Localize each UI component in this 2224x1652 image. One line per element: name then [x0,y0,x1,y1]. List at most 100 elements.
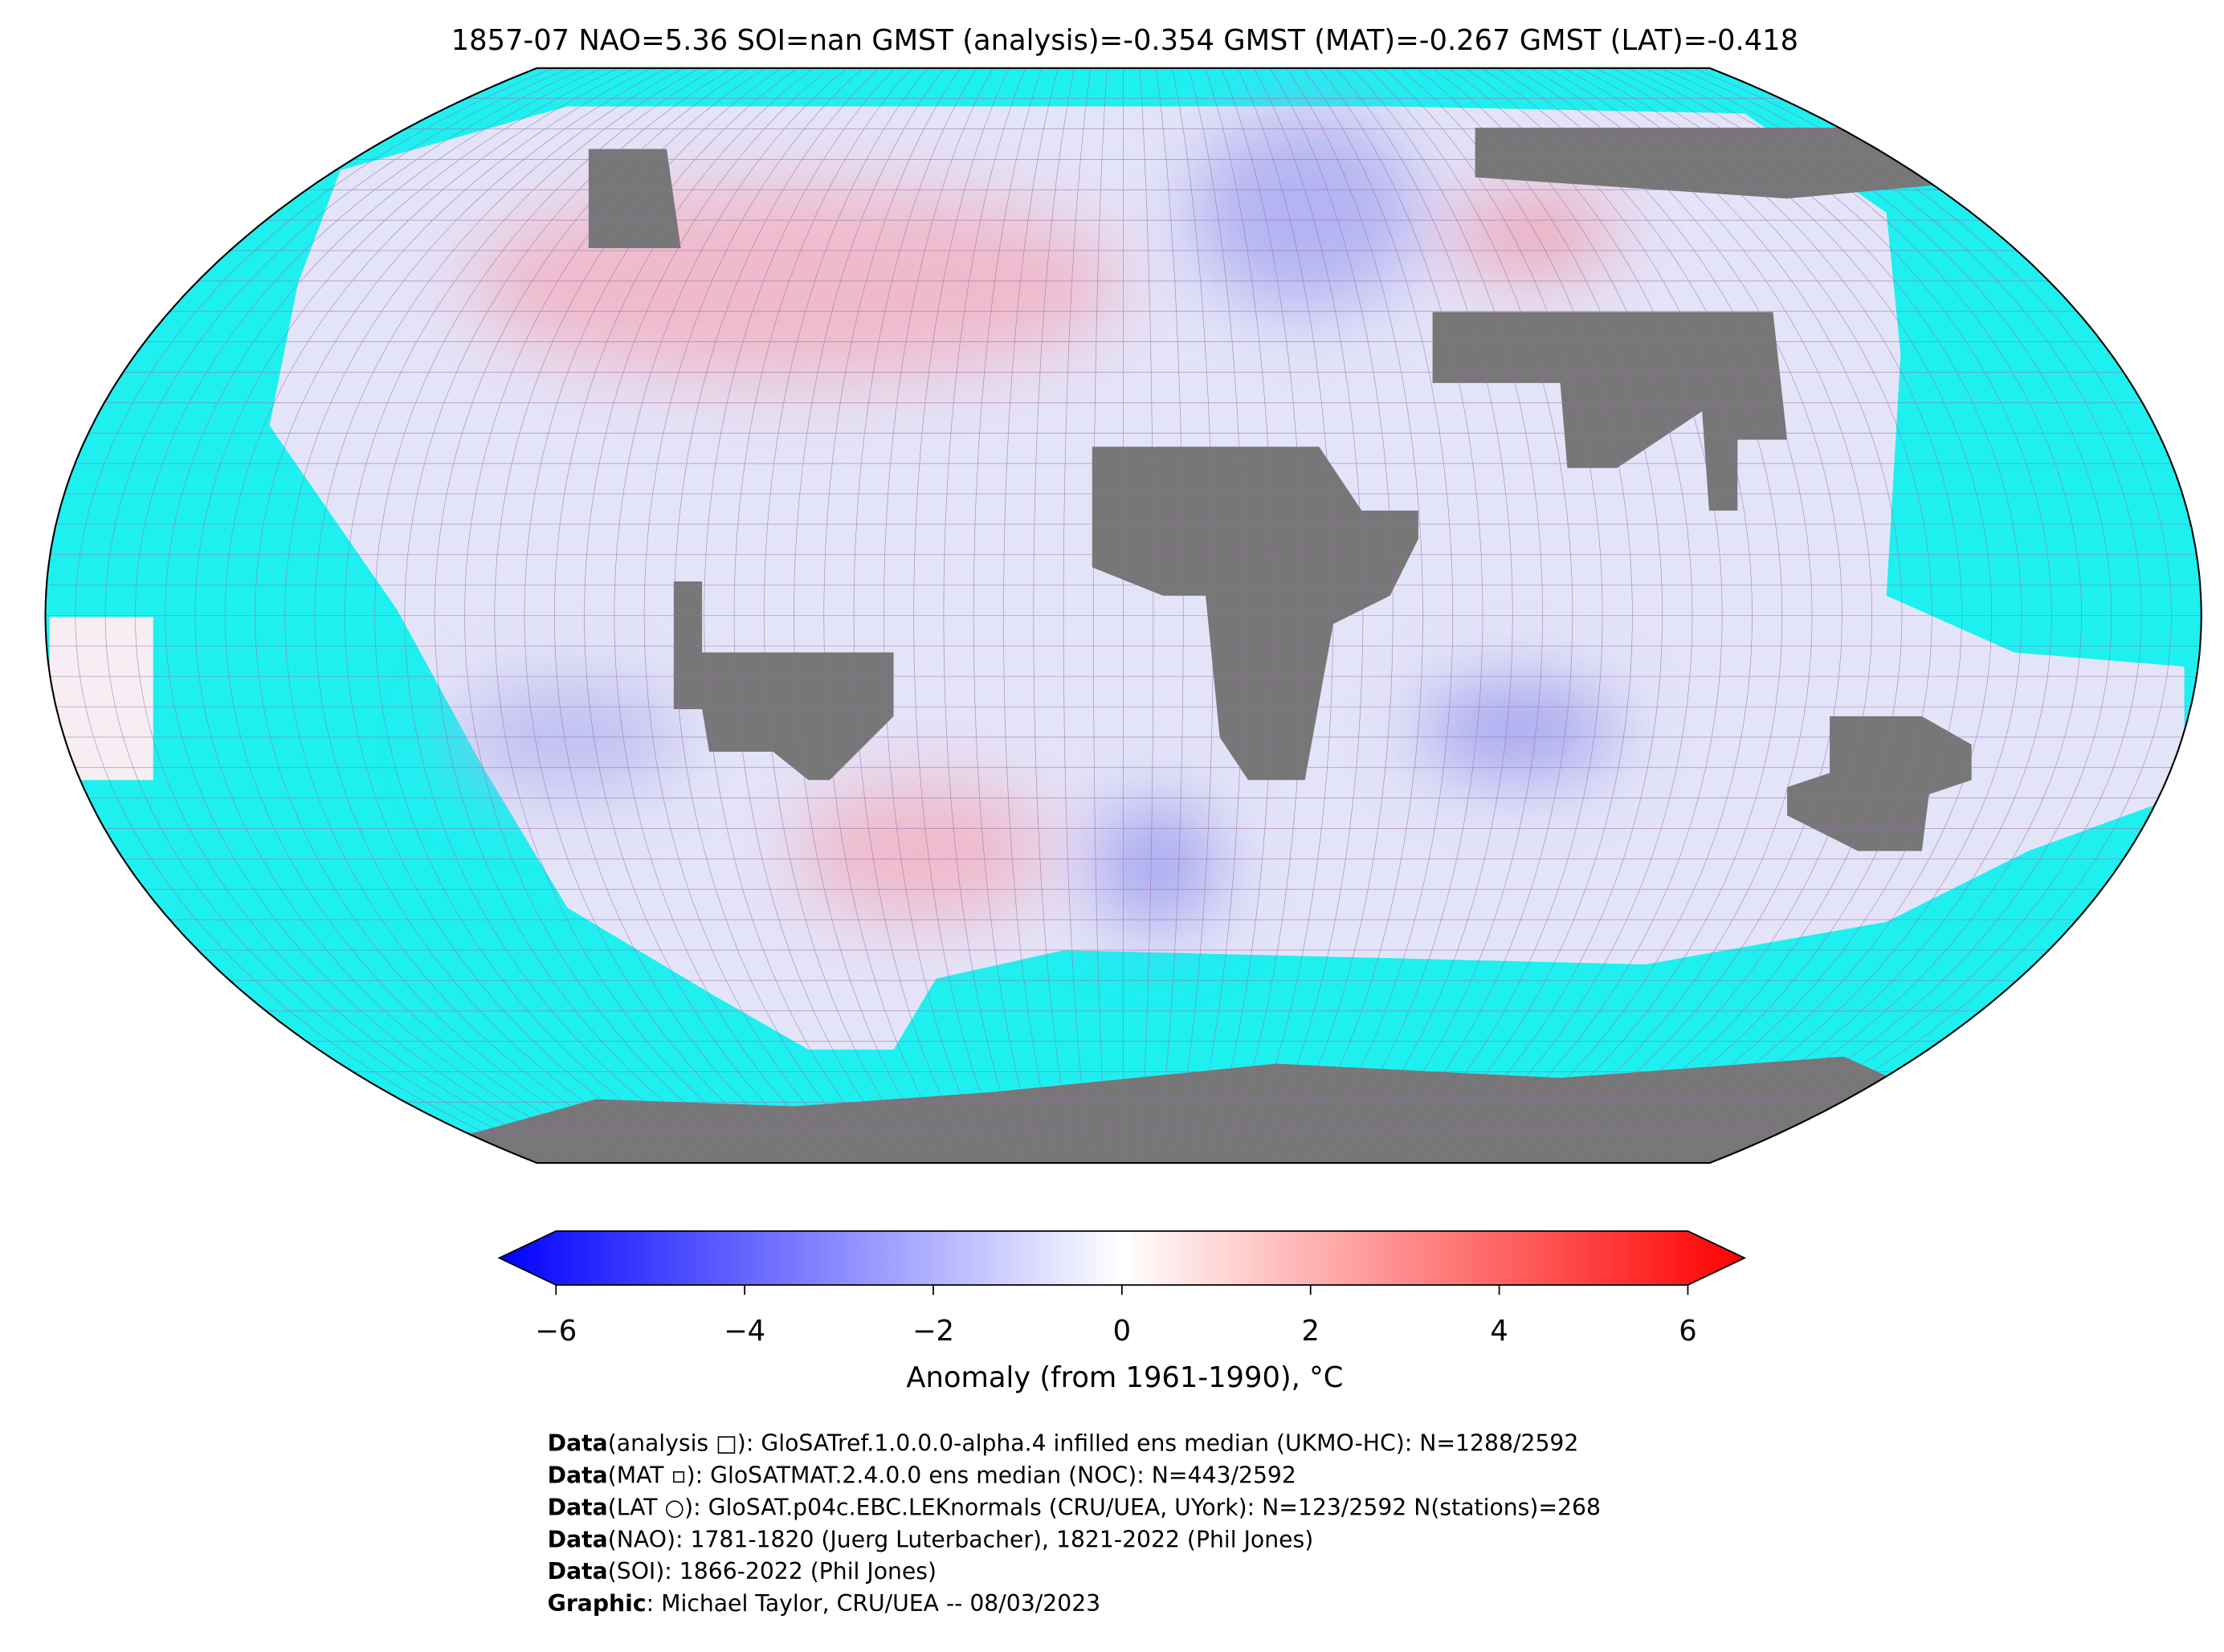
meridian [673,67,879,1158]
colorbar-tick-label: 4 [1490,1315,1508,1348]
meridian [1003,67,1059,1158]
meridian [75,67,554,1158]
credit-label: Data [548,1494,608,1520]
meridian [1367,67,1573,1158]
meridian [1579,67,1962,1158]
meridian [1530,67,1873,1158]
meridian [1611,67,2022,1158]
meridian [524,67,798,1158]
meridian [464,67,765,1158]
meridian [823,67,961,1158]
meridian [1383,67,1603,1158]
credit-text: (NAO): 1781-1820 (Juerg Luterbacher), 18… [608,1526,1313,1552]
map-title: 1857-07 NAO=5.36 SOI=nan GMST (analysis)… [451,24,1798,57]
meridian [494,67,782,1158]
credit-line: Data(LAT ○): GloSAT.p04c.EBC.LEKnormals … [548,1494,1601,1520]
credit-text: : Michael Taylor, CRU/UEA -- 08/03/2023 [647,1590,1101,1617]
meridian [1253,67,1364,1158]
meridian [255,67,651,1158]
meridian [1514,67,1842,1158]
meridian [614,67,847,1158]
meridian [1204,67,1274,1158]
meridian [1335,67,1513,1158]
credit-text: (analysis □): GloSATref.1.0.0.0-alpha.4 … [608,1430,1579,1457]
credit-text: (LAT ○): GloSAT.p04c.EBC.LEKnormals (CRU… [608,1494,1601,1520]
meridian [314,67,684,1158]
meridian [1302,67,1454,1158]
meridian [1416,67,1663,1158]
meridian [1432,67,1693,1158]
colorbar-tick-label: 6 [1679,1315,1696,1348]
credit-text: (MAT ▫): GloSATMAT.2.4.0.0 ens median (N… [608,1462,1296,1488]
meridian [134,67,586,1158]
meridian [344,67,700,1158]
meridian [434,67,749,1158]
meridian [284,67,668,1158]
meridian [1693,67,2172,1158]
meridian [1033,67,1075,1158]
meridian [165,67,602,1158]
meridian [794,67,945,1158]
colorbar-tick-label: −6 [535,1315,577,1348]
credit-line: Data(SOI): 1866-2022 (Phil Jones) [548,1558,937,1585]
map-border [44,67,2202,1165]
meridian [584,67,830,1158]
meridian [763,67,928,1158]
credit-label: Data [548,1430,608,1457]
colorbar-tick-label: 0 [1113,1315,1131,1348]
colorbar-tick-label: 2 [1301,1315,1319,1348]
meridian [1139,67,1154,1158]
meridian [1063,67,1092,1158]
meridian [1172,67,1214,1158]
credit-text: (SOI): 1866-2022 (Phil Jones) [608,1558,937,1585]
credit-line: Data(analysis □): GloSATref.1.0.0.0-alph… [548,1430,1579,1457]
meridian [643,67,863,1158]
credit-line: Data(MAT ▫): GloSATMAT.2.4.0.0 ens media… [548,1462,1296,1488]
meridian [1497,67,1813,1158]
meridian [1676,67,2142,1158]
meridian [1644,67,2082,1158]
meridian [1628,67,2052,1158]
meridian [1465,67,1753,1158]
meridian [733,67,912,1158]
meridian [1400,67,1633,1158]
meridian [1155,67,1184,1158]
meridian [1220,67,1304,1158]
meridian [1318,67,1483,1158]
colorbar-tick-label: −2 [912,1315,954,1348]
credits: Data(analysis □): GloSATref.1.0.0.0-alph… [548,1430,1601,1617]
meridian [1481,67,1783,1158]
meridian [1546,67,1903,1158]
meridian [553,67,814,1158]
credit-line: Data(NAO): 1781-1820 (Juerg Luterbacher)… [548,1526,1314,1552]
credit-label: Graphic [548,1590,647,1617]
meridian [973,67,1043,1158]
credit-label: Data [548,1558,608,1585]
meridian [943,67,1026,1158]
colorbar-tick-label: −4 [724,1315,765,1348]
colorbar-body [497,1230,1747,1286]
meridian [1660,67,2112,1158]
meridian [1595,67,1993,1158]
meridian [1286,67,1423,1158]
colorbar-label: Anomaly (from 1961-1990), °C [906,1361,1343,1394]
meridian [1562,67,1932,1158]
data-region [49,617,153,781]
meridian [224,67,635,1158]
meridian [404,67,733,1158]
meridian [704,67,896,1158]
credit-label: Data [548,1462,608,1488]
meridian [194,67,619,1158]
colorbar: Anomaly (from 1961-1990), °C −6 −4 −2 0 2 4 6 [497,1230,1747,1394]
meridian [1449,67,1723,1158]
map [45,67,2202,1164]
meridian [853,67,977,1158]
meridian [1351,67,1543,1158]
credit-label: Data [548,1526,608,1552]
meridian [374,67,716,1158]
meridian [1093,67,1108,1158]
meridian [1237,67,1333,1158]
credit-line: Graphic: Michael Taylor, CRU/UEA -- 08/0… [548,1590,1101,1617]
